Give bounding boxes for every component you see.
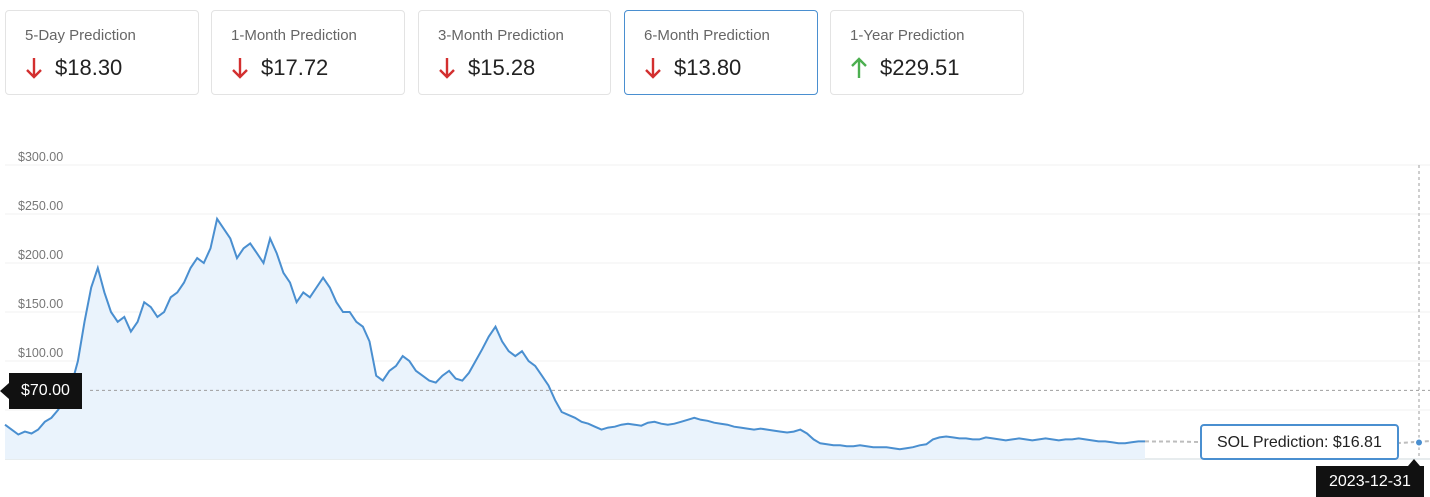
arrow-up-icon xyxy=(850,56,872,80)
history-line xyxy=(4,216,1145,451)
prediction-tooltip: SOL Prediction: $16.81 xyxy=(1200,424,1399,460)
y-tick-label: $100.00 xyxy=(18,346,63,360)
y-tick-label: $200.00 xyxy=(18,248,63,262)
card-label: 3-Month Prediction xyxy=(438,27,564,44)
crosshair-value-label: $70.00 xyxy=(0,373,82,409)
card-value-row: $15.28 xyxy=(438,55,535,81)
history-area xyxy=(5,218,1145,459)
prediction-card-4[interactable]: 6-Month Prediction $13.80 xyxy=(624,10,818,95)
card-value-row: $17.72 xyxy=(231,55,328,81)
card-label: 6-Month Prediction xyxy=(644,27,770,44)
card-label: 1-Year Prediction xyxy=(850,27,965,44)
card-value: $17.72 xyxy=(261,55,329,80)
y-tick-label: $150.00 xyxy=(18,297,63,311)
card-value-row: $13.80 xyxy=(644,55,741,81)
card-value: $13.80 xyxy=(674,55,742,80)
price-chart: $0.00$50.00$100.00$150.00$200.00$250.00$… xyxy=(4,150,1430,460)
card-value-row: $229.51 xyxy=(850,55,960,81)
prediction-card-3[interactable]: 3-Month Prediction $15.28 xyxy=(418,10,611,95)
hover-point xyxy=(1414,437,1424,448)
prediction-card-5[interactable]: 1-Year Prediction $229.51 xyxy=(830,10,1024,95)
arrow-down-icon xyxy=(231,56,253,80)
y-tick-label: $300.00 xyxy=(18,150,63,164)
card-label: 5-Day Prediction xyxy=(25,27,136,44)
card-value: $229.51 xyxy=(880,55,960,80)
card-value: $18.30 xyxy=(55,55,123,80)
arrow-down-icon xyxy=(644,56,666,80)
crosshair-date-label: 2023-12-31 xyxy=(1316,459,1424,497)
arrow-down-icon xyxy=(25,56,47,80)
card-value-row: $18.30 xyxy=(25,55,122,81)
card-value: $15.28 xyxy=(468,55,536,80)
prediction-card-1[interactable]: 5-Day Prediction $18.30 xyxy=(5,10,199,95)
prediction-card-2[interactable]: 1-Month Prediction $17.72 xyxy=(211,10,405,95)
y-tick-label: $250.00 xyxy=(18,199,63,213)
card-label: 1-Month Prediction xyxy=(231,27,357,44)
arrow-down-icon xyxy=(438,56,460,80)
